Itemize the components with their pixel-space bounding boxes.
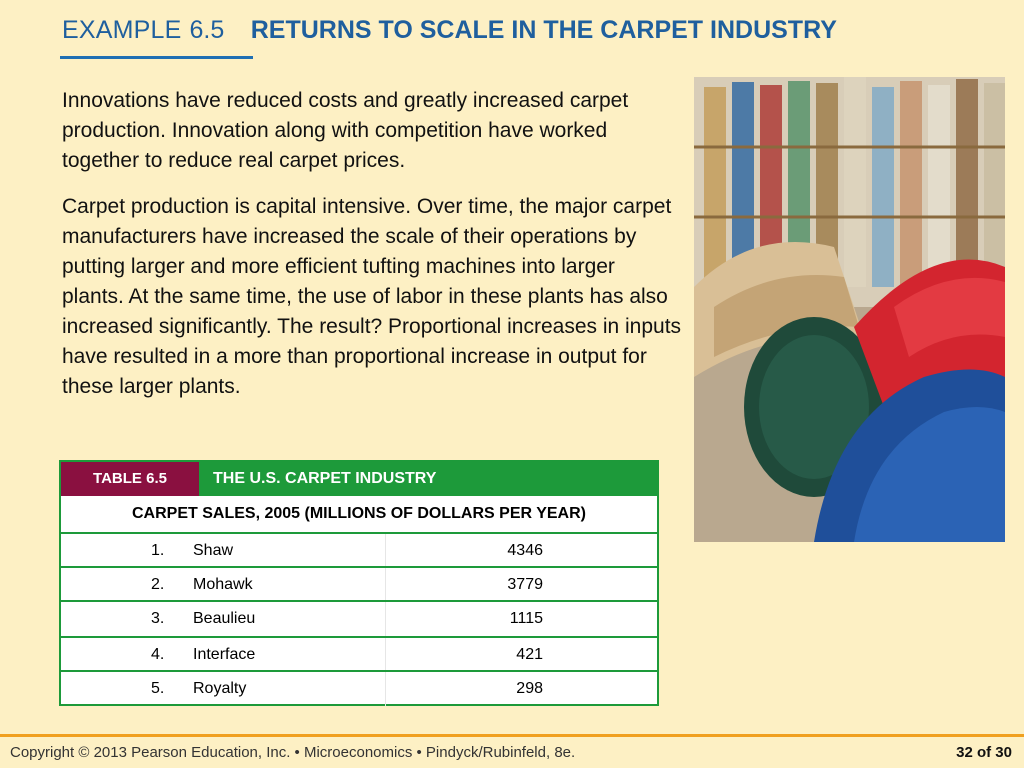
row-separator — [61, 636, 657, 638]
footer-rule — [0, 734, 1024, 737]
row-sales: 421 — [516, 646, 543, 663]
copyright-notice: Copyright © 2013 Pearson Education, Inc.… — [10, 744, 576, 761]
row-rank: 3. — [151, 610, 165, 627]
table-row: 4. Interface 421 — [61, 638, 657, 672]
column-divider — [385, 672, 386, 706]
row-sales: 4346 — [507, 542, 543, 559]
row-separator — [61, 600, 657, 602]
row-sales: 298 — [516, 680, 543, 697]
carpet-photo — [694, 77, 1005, 542]
row-company: Mohawk — [193, 576, 253, 593]
row-rank: 5. — [151, 680, 165, 697]
row-rank: 1. — [151, 542, 165, 559]
header-underline — [60, 56, 253, 59]
paragraph-innovations: Innovations have reduced costs and great… — [62, 89, 629, 172]
row-rank: 4. — [151, 646, 165, 663]
table-header-bar: TABLE 6.5 THE U.S. CARPET INDUSTRY — [61, 462, 657, 496]
row-sales: 3779 — [507, 576, 543, 593]
slide-title: RETURNS TO SCALE IN THE CARPET INDUSTRY — [250, 16, 837, 44]
row-company: Interface — [193, 646, 256, 663]
column-divider — [385, 534, 386, 568]
column-divider — [385, 602, 386, 636]
table-caption: CARPET SALES, 2005 (MILLIONS OF DOLLARS … — [61, 496, 657, 534]
row-company: Shaw — [193, 542, 234, 559]
row-separator — [61, 566, 657, 568]
column-divider — [385, 638, 386, 672]
row-sales: 1115 — [509, 610, 543, 627]
table-row: 5. Royalty 298 — [61, 672, 657, 706]
table-row: 1. Shaw 4346 — [61, 534, 657, 568]
row-separator — [61, 670, 657, 672]
table-number-badge: TABLE 6.5 — [61, 462, 199, 496]
example-number: 6.5 — [189, 16, 225, 44]
table-row: 3. Beaulieu 1115 — [61, 602, 657, 636]
example-label: EXAMPLE — [62, 16, 182, 44]
column-divider — [385, 568, 386, 602]
paragraph-capital-intensive: Carpet production is capital intensive. … — [62, 195, 682, 398]
row-company: Royalty — [193, 680, 247, 697]
carpet-photo-illustration — [694, 77, 1005, 542]
row-company: Beaulieu — [193, 610, 256, 627]
table-title: THE U.S. CARPET INDUSTRY — [213, 470, 437, 487]
slide-header: EXAMPLE 6.5 RETURNS TO SCALE IN THE CARPE… — [62, 16, 837, 56]
page-number: 32 of 30 — [956, 744, 1012, 761]
table-row: 2. Mohawk 3779 — [61, 568, 657, 602]
row-rank: 2. — [151, 576, 165, 593]
carpet-industry-table: TABLE 6.5 THE U.S. CARPET INDUSTRY CARPE… — [59, 460, 659, 706]
